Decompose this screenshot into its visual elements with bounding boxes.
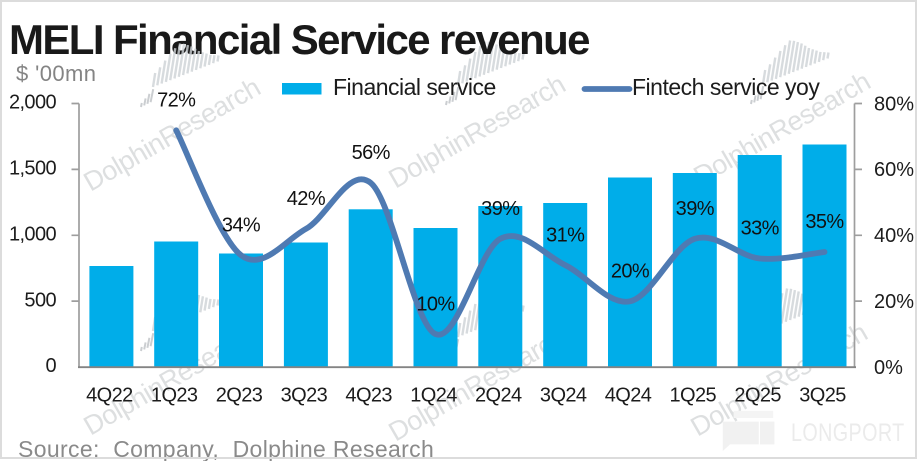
svg-text:4Q24: 4Q24 xyxy=(605,385,652,407)
svg-text:4Q23: 4Q23 xyxy=(345,385,392,407)
svg-text:2,000: 2,000 xyxy=(9,92,57,114)
svg-text:3Q24: 3Q24 xyxy=(540,385,587,407)
svg-text:10%: 10% xyxy=(416,293,455,315)
svg-text:31%: 31% xyxy=(546,224,585,246)
svg-text:1Q25: 1Q25 xyxy=(670,385,717,407)
svg-text:72%: 72% xyxy=(157,90,196,112)
svg-text:3Q25: 3Q25 xyxy=(799,385,846,407)
svg-text:0: 0 xyxy=(45,355,56,377)
svg-text:39%: 39% xyxy=(481,198,520,220)
svg-text:1Q24: 1Q24 xyxy=(410,385,457,407)
svg-text:20%: 20% xyxy=(874,291,914,313)
svg-text:60%: 60% xyxy=(874,159,914,181)
svg-text:0%: 0% xyxy=(874,357,903,379)
svg-text:1,500: 1,500 xyxy=(9,158,57,180)
svg-text:34%: 34% xyxy=(222,214,261,236)
svg-text:1Q23: 1Q23 xyxy=(151,385,198,407)
svg-text:80%: 80% xyxy=(874,93,914,115)
svg-text:4Q22: 4Q22 xyxy=(86,385,133,407)
svg-text:42%: 42% xyxy=(287,188,326,210)
svg-text:500: 500 xyxy=(24,289,56,311)
svg-text:39%: 39% xyxy=(676,198,715,220)
svg-text:33%: 33% xyxy=(741,218,780,240)
svg-text:35%: 35% xyxy=(805,211,844,233)
svg-text:2Q23: 2Q23 xyxy=(216,385,263,407)
svg-text:3Q23: 3Q23 xyxy=(281,385,328,407)
svg-text:40%: 40% xyxy=(874,225,914,247)
svg-text:2Q24: 2Q24 xyxy=(475,385,522,407)
svg-text:1,000: 1,000 xyxy=(9,224,57,246)
svg-text:56%: 56% xyxy=(352,142,391,164)
svg-text:2Q25: 2Q25 xyxy=(734,385,781,407)
svg-text:20%: 20% xyxy=(611,261,650,283)
